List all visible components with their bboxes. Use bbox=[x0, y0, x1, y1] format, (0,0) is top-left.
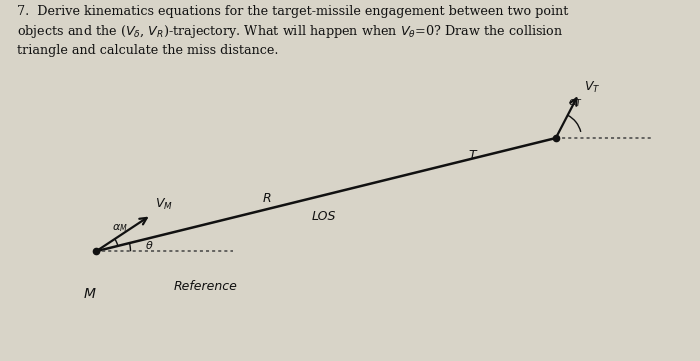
Text: T: T bbox=[468, 149, 475, 162]
Text: M: M bbox=[83, 287, 95, 301]
Text: $V_M$: $V_M$ bbox=[155, 197, 172, 212]
Text: 7.  Derive kinematics equations for the target-missile engagement between two po: 7. Derive kinematics equations for the t… bbox=[18, 5, 568, 57]
Text: $\alpha_T$: $\alpha_T$ bbox=[568, 97, 582, 109]
Text: $\alpha_M$: $\alpha_M$ bbox=[111, 222, 127, 234]
Text: $\theta$: $\theta$ bbox=[146, 239, 154, 251]
Text: R: R bbox=[262, 192, 271, 205]
Text: Reference: Reference bbox=[174, 279, 238, 292]
Text: LOS: LOS bbox=[312, 210, 336, 223]
Text: $V_T$: $V_T$ bbox=[584, 80, 601, 95]
